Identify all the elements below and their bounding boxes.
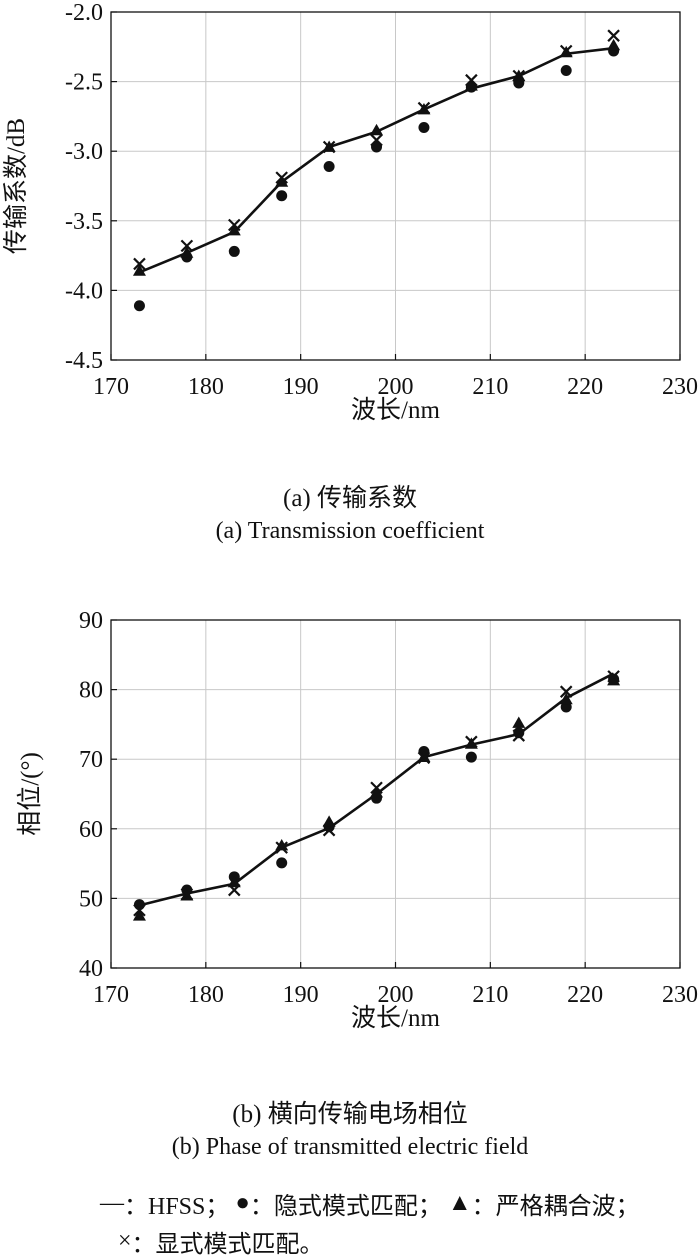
point-triangle (607, 674, 621, 686)
point-cross (417, 751, 431, 765)
point-cross (465, 735, 478, 749)
y-tick-label: -2.5 (65, 70, 103, 96)
x-tick-label: 200 (378, 374, 414, 400)
legend-triangle-icon: ▲ (447, 1190, 472, 1216)
point-circle (560, 701, 572, 713)
x-tick-label: 190 (283, 374, 319, 400)
point-cross (133, 903, 146, 917)
y-tick-label: -2.0 (65, 0, 103, 26)
x-tick-label: 220 (567, 374, 603, 400)
point-cross (180, 887, 194, 901)
x-tick-label: 200 (378, 982, 414, 1008)
y-tick-label: -4.0 (65, 278, 103, 304)
x-tick-label: 210 (472, 374, 508, 400)
chart-b: 170 180 190 200 210 220 230 40 50 60 70 80 90 波长/nm 相位… (16, 608, 698, 1032)
point-triangle (512, 716, 526, 728)
point-triangle (464, 79, 478, 91)
legend-explicit-label: ：显式模式匹配。 (131, 1232, 324, 1258)
point-cross (275, 841, 288, 854)
point-circle (513, 727, 525, 739)
point-cross (370, 781, 383, 795)
x-tick-label: 230 (662, 374, 698, 400)
point-triangle (227, 875, 241, 888)
legend-cross-icon: × (118, 1228, 132, 1254)
x-tick-label: 170 (93, 374, 129, 400)
point-circle (228, 245, 240, 257)
point-triangle (370, 123, 384, 136)
y-tick-label: 90 (79, 608, 103, 634)
legend-row-1: —：HFSS； ●：隐式模式匹配； ▲：严格耦合波； (100, 1186, 640, 1221)
point-triangle (275, 839, 289, 851)
point-circle (133, 899, 145, 911)
point-triangle (322, 815, 336, 827)
point-circle (276, 190, 288, 202)
caption-a-cn: (a) 传输系数 (283, 485, 417, 512)
y-tick-label: 50 (79, 886, 103, 912)
point-triangle (370, 786, 384, 798)
point-cross (559, 44, 573, 58)
y-tick-label: 60 (79, 817, 103, 843)
point-triangle (275, 175, 289, 187)
x-axis-label: 波长/nm (351, 1004, 440, 1032)
point-circle (323, 161, 335, 173)
point-cross (607, 29, 620, 42)
caption-a-en: (a) Transmission coefficient (215, 518, 485, 544)
legend-line-icon: — (100, 1190, 124, 1216)
y-tick-label: 40 (79, 956, 103, 982)
point-triangle (607, 38, 621, 51)
point-triangle (180, 246, 194, 258)
point-triangle (132, 264, 146, 276)
x-tick-label: 190 (283, 982, 319, 1008)
point-circle (465, 751, 477, 763)
point-cross (417, 101, 431, 115)
y-tick-label: -3.5 (65, 209, 103, 235)
point-circle (133, 300, 145, 312)
x-tick-label: 230 (662, 982, 698, 1008)
x-axis-label: 波长/nm (351, 396, 440, 424)
point-cross (465, 73, 478, 87)
point-cross (228, 218, 241, 232)
caption-b-cn: (b) 横向传输电场相位 (232, 1101, 468, 1128)
y-tick-label: -3.0 (65, 139, 103, 165)
legend-circle-icon: ● (235, 1190, 250, 1216)
point-circle (560, 64, 572, 76)
x-tick-label: 180 (188, 374, 224, 400)
point-circle (418, 122, 430, 134)
point-cross (228, 883, 241, 897)
point-circle (276, 857, 288, 869)
x-tick-label: 210 (472, 982, 508, 1008)
point-triangle (227, 224, 241, 236)
x-tick-label: 220 (567, 982, 603, 1008)
y-tick-label: 80 (79, 678, 103, 704)
point-triangle (132, 909, 146, 921)
point-cross (512, 69, 526, 83)
legend-implicit-label: ：隐式模式匹配； (249, 1194, 442, 1220)
y-tick-label: 70 (79, 747, 103, 773)
y-tick-label: -4.5 (65, 348, 103, 374)
caption-b-en: (b) Phase of transmitted electric field (171, 1134, 529, 1160)
y-axis-label: 传输系数/dB (2, 118, 30, 254)
point-cross (607, 670, 620, 683)
point-cross (275, 171, 288, 184)
x-tick-label: 170 (93, 982, 129, 1008)
point-cross (322, 140, 336, 154)
point-cross (559, 685, 573, 698)
x-tick-label: 180 (188, 982, 224, 1008)
point-cross (133, 257, 146, 271)
legend-hfss-label: ：HFSS； (124, 1194, 230, 1220)
point-cross (512, 729, 526, 742)
chart-a: 170 180 190 200 210 220 230 -4.5 -4.0 -3.5 -3.0 -2.… (2, 0, 698, 424)
point-cross (370, 133, 383, 147)
y-axis-label: 相位/(°) (16, 752, 44, 836)
point-cross (180, 239, 194, 253)
point-cross (322, 823, 336, 837)
point-triangle (559, 692, 573, 705)
legend-rcwa-label: ：严格耦合波； (471, 1194, 640, 1220)
